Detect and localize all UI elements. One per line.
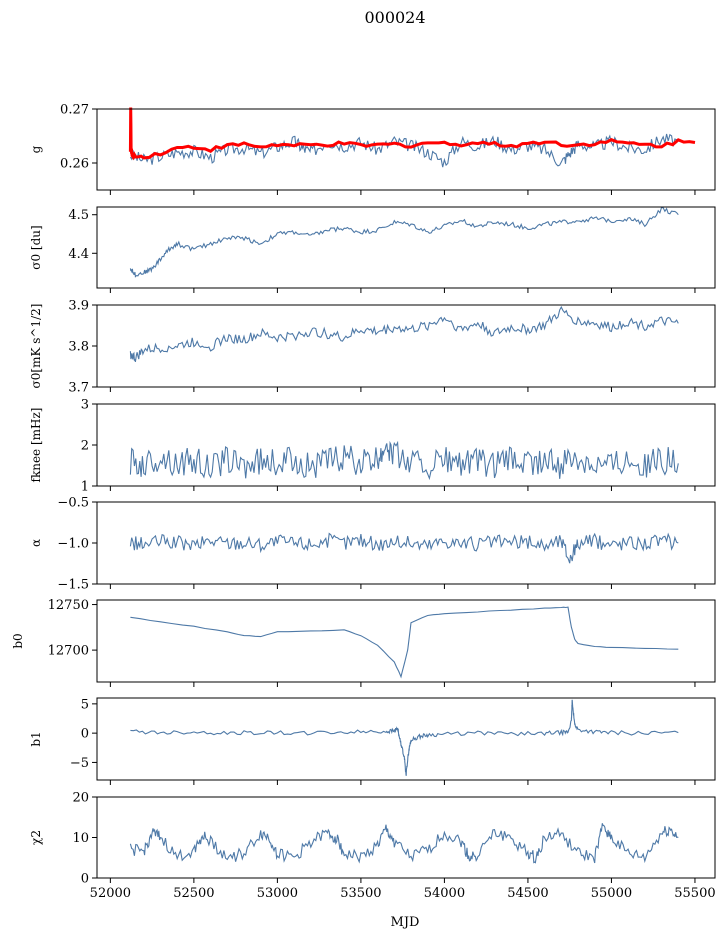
x-tick-label: 54500	[507, 886, 548, 901]
axes-frame	[96, 599, 716, 683]
x-tick-label: 53000	[257, 886, 298, 901]
y-axis-label: α	[29, 539, 43, 547]
series-line-1-2	[128, 107, 696, 161]
figure-title: 000024	[364, 8, 425, 27]
y-tick-label: 3.7	[68, 381, 89, 396]
y-tick-label: 0	[81, 872, 89, 887]
axes-frame	[96, 403, 716, 487]
axes-frame	[96, 697, 716, 781]
y-tick-label: 1	[81, 480, 89, 495]
panel-3: 3.7 3.8 3.9 σ0[mK s^1/2]	[29, 299, 716, 396]
y-tick-label: 20	[72, 791, 89, 806]
y-tick-label: −1.5	[57, 578, 89, 593]
y-tick-label: 3.8	[68, 340, 89, 355]
series-line-7-1	[130, 699, 679, 776]
y-tick-label: 2	[81, 439, 89, 454]
panel-4: 1 2 3 fknee [mHz]	[29, 398, 716, 495]
y-tick-label: 10	[72, 831, 89, 846]
series-line-8-1	[129, 823, 679, 864]
y-tick-label: 0.26	[60, 157, 89, 172]
x-tick-label: 53500	[340, 886, 381, 901]
y-tick-label: 0.27	[60, 103, 89, 118]
x-tick-label: 55500	[674, 886, 715, 901]
x-tick-label: 52500	[173, 886, 214, 901]
y-axis-label: σ0 [du]	[29, 225, 43, 269]
y-axis-label: χ2	[29, 830, 43, 845]
panel-6: 12700 12750 b0	[11, 598, 716, 687]
x-axis-label: MJD	[391, 915, 420, 930]
series-line-6-1	[130, 606, 679, 679]
y-axis-label: b1	[29, 731, 43, 746]
y-tick-label: −5	[70, 756, 89, 771]
y-tick-label: 3	[81, 398, 89, 413]
panel-1: 0.26 0.27 g	[29, 103, 716, 195]
y-axis-label: g	[29, 145, 43, 153]
series-line-4-1	[129, 440, 679, 481]
y-tick-label: 0	[81, 727, 89, 742]
y-axis-label: b0	[11, 633, 25, 648]
series-line-2-1	[129, 206, 679, 278]
x-tick-label: 54000	[424, 886, 465, 901]
y-tick-label: 4.4	[68, 247, 89, 262]
x-tick-label: 55000	[591, 886, 632, 901]
axes-frame	[96, 108, 716, 191]
y-tick-label: 12750	[48, 598, 89, 613]
panel-5: −1.5 −1.0 −0.5 α	[29, 496, 716, 593]
y-tick-label: −0.5	[57, 496, 89, 511]
y-tick-label: 3.9	[68, 299, 89, 314]
y-axis-label: σ0[mK s^1/2]	[29, 304, 43, 389]
x-tick-label: 52000	[90, 886, 131, 901]
panel-7: −5 0 5 b1	[29, 697, 716, 785]
panel-8: 0 10 20 52000 52500 53000 53500 54000 54500 55000…	[29, 791, 716, 902]
axes-frame	[96, 796, 716, 879]
y-tick-label: 4.5	[68, 208, 89, 223]
y-tick-label: −1.0	[57, 537, 89, 552]
axes-frame	[96, 206, 716, 289]
panel-2: 4.4 4.5 σ0 [du]	[29, 206, 716, 293]
y-tick-label: 5	[81, 697, 89, 712]
y-axis-label: fknee [mHz]	[29, 408, 43, 483]
series-line-5-1	[129, 532, 679, 564]
series-line-3-1	[129, 305, 679, 363]
y-tick-label: 12700	[48, 644, 89, 659]
